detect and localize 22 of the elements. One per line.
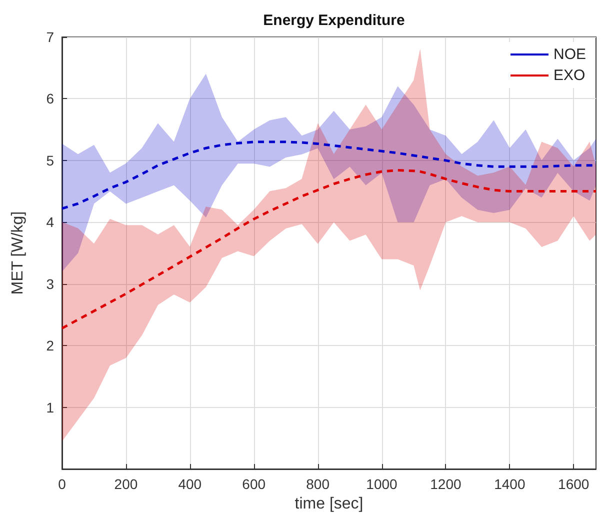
- legend-label: EXO: [553, 67, 586, 84]
- x-tick-label: 1400: [494, 476, 526, 492]
- legend-label: NOE: [553, 46, 586, 63]
- x-tick-label: 600: [242, 476, 266, 492]
- x-tick-label: 1000: [366, 476, 398, 492]
- x-tick-label: 1600: [558, 476, 590, 492]
- x-tick-label: 200: [114, 476, 138, 492]
- chart-title: Energy Expenditure: [263, 12, 405, 29]
- line-series: [60, 169, 598, 330]
- y-tick-label: 1: [46, 399, 54, 416]
- x-axis-title: time [sec]: [294, 495, 364, 512]
- x-tick-label: 0: [58, 476, 66, 492]
- y-tick-label: 6: [46, 90, 54, 107]
- x-tick-label: 400: [178, 476, 202, 492]
- y-tick-label: 2: [46, 338, 54, 354]
- y-tick-label: 7: [46, 29, 54, 45]
- y-tick-label: 4: [46, 214, 54, 230]
- y-tick-label: 3: [46, 276, 54, 292]
- x-tick-label: 800: [306, 476, 330, 492]
- x-tick-label: 1200: [430, 476, 462, 492]
- y-axis-title: MET [W/kg]: [10, 211, 26, 295]
- y-tick-label: 5: [46, 152, 54, 168]
